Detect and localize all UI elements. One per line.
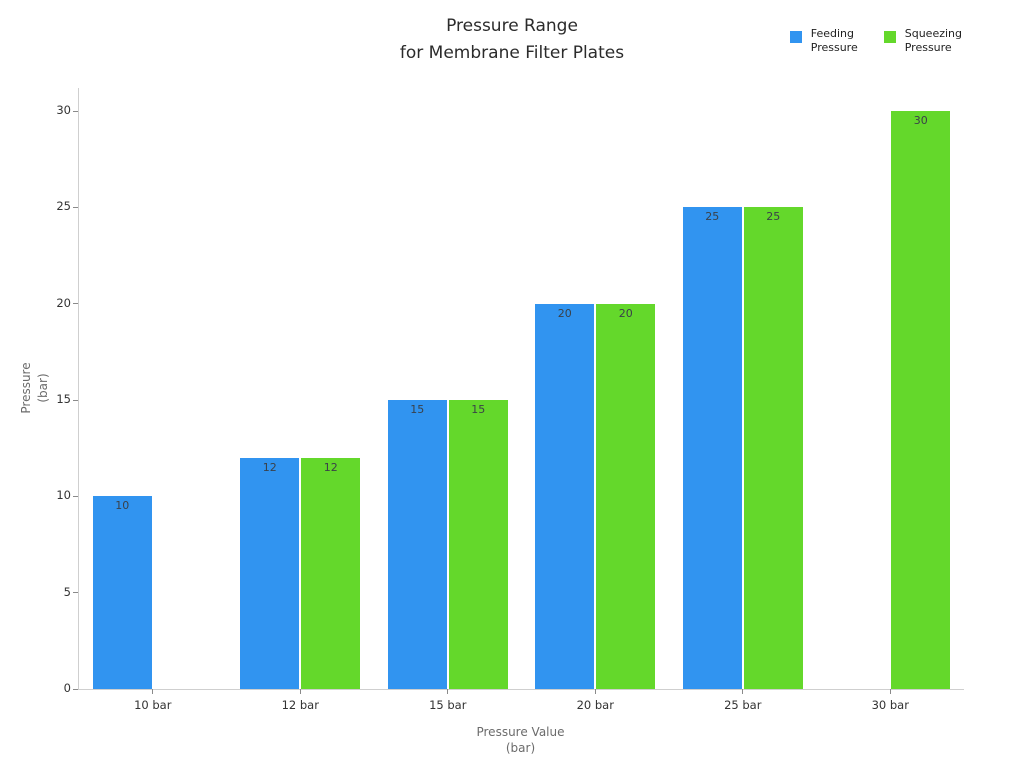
x-tick-label-25-bar: 25 bar — [724, 698, 762, 712]
x-axis-title: Pressure Value (bar) — [476, 725, 565, 755]
y-tick-mark — [73, 592, 78, 594]
bar-feeding-pressure-12-bar: 12 — [240, 457, 300, 689]
bar-squeezing-pressure-25-bar: 25 — [743, 207, 803, 689]
bar-value-label: 20 — [618, 306, 633, 320]
bar-squeezing-pressure-20-bar: 20 — [596, 303, 656, 689]
y-tick-label-25: 25 — [56, 199, 71, 214]
y-tick-mark — [73, 303, 78, 305]
chart-title-line2: for Membrane Filter Plates — [399, 43, 625, 63]
bar-value-label: 20 — [557, 306, 572, 320]
legend-label-squeezing-pressure: Squeezing Pressure — [904, 27, 962, 54]
bar-feeding-pressure-10-bar: 10 — [92, 496, 152, 689]
x-tick-label-15-bar: 15 bar — [429, 698, 467, 712]
y-tick-label-15: 15 — [56, 392, 71, 406]
bar-value-label: 25 — [766, 210, 781, 224]
bar-value-label: 25 — [705, 210, 720, 224]
y-tick-label-5: 5 — [63, 584, 71, 599]
bar-feeding-pressure-25-bar: 25 — [682, 207, 742, 689]
y-tick-mark — [73, 206, 78, 208]
bar-value-label: 30 — [913, 114, 928, 127]
y-tick-label-10: 10 — [56, 488, 71, 503]
x-tick-mark — [299, 689, 301, 694]
y-axis-title: Pressure (bar) — [19, 362, 50, 414]
legend-swatch-feeding-pressure — [789, 31, 802, 43]
y-tick-label-30: 30 — [56, 103, 71, 117]
bar-feeding-pressure-15-bar: 15 — [387, 400, 447, 689]
chart-title: Pressure Range for Membrane Filter Plate… — [0, 13, 1024, 67]
bar-value-label: 15 — [410, 403, 425, 416]
y-tick-mark — [73, 399, 78, 401]
x-tick-label-10-bar: 10 bar — [134, 698, 172, 712]
y-tick-label-0: 0 — [63, 681, 71, 695]
y-tick-label-20: 20 — [56, 295, 71, 310]
chart-legend: Feeding Pressure Squeezing Pressure — [789, 27, 962, 55]
x-tick-mark — [594, 689, 596, 694]
legend-item-squeezing-pressure: Squeezing Pressure — [883, 27, 962, 55]
x-tick-mark — [447, 689, 449, 694]
legend-label-feeding-pressure: Feeding Pressure — [810, 27, 858, 54]
bar-feeding-pressure-20-bar: 20 — [535, 303, 595, 689]
bar-squeezing-pressure-30-bar: 30 — [891, 111, 951, 689]
y-tick-mark — [73, 688, 78, 690]
x-tick-mark — [152, 689, 154, 694]
x-tick-label-12-bar: 12 bar — [281, 698, 319, 712]
bar-value-label: 12 — [323, 460, 338, 474]
bar-value-label: 15 — [471, 403, 486, 416]
x-tick-mark — [742, 689, 744, 694]
x-tick-mark — [889, 689, 891, 694]
x-tick-label-30-bar: 30 bar — [871, 698, 909, 712]
bar-squeezing-pressure-12-bar: 12 — [301, 457, 361, 689]
x-tick-label-20-bar: 20 bar — [576, 698, 614, 712]
plot-area: 0 5 10 15 20 25 30 10 bar 10 12 bar 12 12 15 bar 15 15… — [56, 88, 964, 712]
bar-squeezing-pressure-15-bar: 15 — [448, 400, 508, 689]
chart-title-line1: Pressure Range — [446, 16, 578, 36]
y-tick-mark — [73, 495, 78, 497]
y-tick-mark — [73, 110, 78, 112]
legend-item-feeding-pressure: Feeding Pressure — [789, 27, 858, 55]
bar-value-label: 12 — [262, 460, 277, 474]
bar-value-label: 10 — [115, 499, 130, 513]
legend-swatch-squeezing-pressure — [883, 31, 896, 43]
